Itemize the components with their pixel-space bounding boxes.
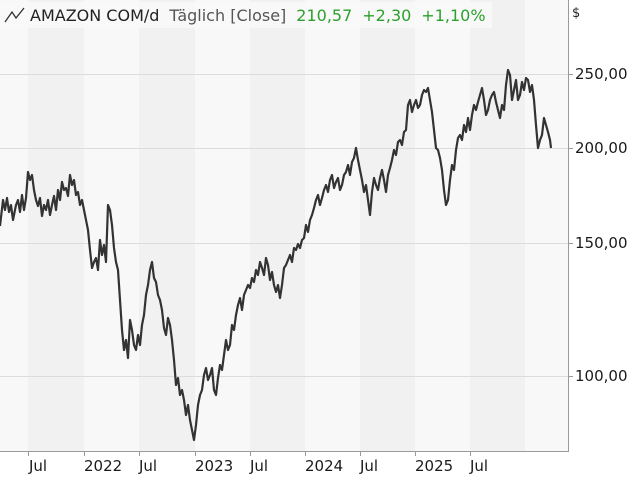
currency-label: $ xyxy=(572,6,581,21)
x-tick xyxy=(139,452,140,456)
gridlines xyxy=(0,74,569,377)
y-tick-label: 200,00 xyxy=(575,139,628,157)
y-tick-label: 100,00 xyxy=(575,367,628,385)
x-tick xyxy=(28,452,29,456)
y-tick xyxy=(569,148,573,149)
y-axis-line xyxy=(568,0,569,452)
x-tick-label: Jul xyxy=(250,457,269,475)
x-tick-label: 2025 xyxy=(415,457,454,475)
y-tick-label: 250,00 xyxy=(575,65,628,83)
x-tick-label: 2024 xyxy=(305,457,344,475)
period-label: Täglich [Close] xyxy=(169,5,287,25)
price-change-percent: +1,10% xyxy=(421,5,486,25)
chart-plot-area[interactable] xyxy=(0,0,569,452)
y-tick xyxy=(569,243,573,244)
x-tick-label: Jul xyxy=(139,457,158,475)
x-tick xyxy=(305,452,306,456)
x-tick xyxy=(84,452,85,456)
y-tick xyxy=(569,74,573,75)
price-change: +2,30 xyxy=(362,5,412,25)
last-price: 210,57 xyxy=(296,5,353,25)
y-tick xyxy=(569,376,573,377)
x-tick xyxy=(250,452,251,456)
x-tick-label: 2023 xyxy=(195,457,234,475)
line-chart-icon xyxy=(4,7,25,23)
x-axis-line xyxy=(0,451,569,452)
price-line-svg xyxy=(0,68,569,442)
x-tick xyxy=(195,452,196,456)
x-tick-label: 2022 xyxy=(84,457,123,475)
chart-legend[interactable]: AMAZON COM/d Täglich [Close] 210,57 +2,3… xyxy=(0,2,492,28)
price-line xyxy=(0,68,553,442)
x-tick xyxy=(360,452,361,456)
x-tick-label: Jul xyxy=(470,457,489,475)
y-tick-label: 150,00 xyxy=(575,234,628,252)
x-tick xyxy=(470,452,471,456)
x-tick-label: Jul xyxy=(360,457,379,475)
instrument-name: AMAZON COM/d xyxy=(30,5,160,25)
x-tick-label: Jul xyxy=(29,457,48,475)
x-tick xyxy=(415,452,416,456)
